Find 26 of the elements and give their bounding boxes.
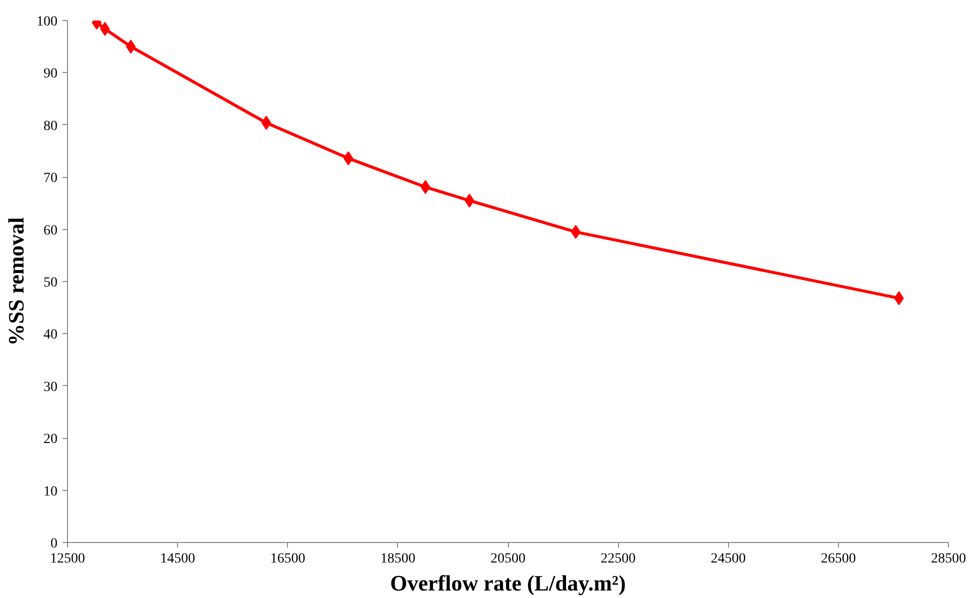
- x-tick-label: 16500: [270, 552, 306, 566]
- x-tick-label: 20500: [490, 552, 526, 566]
- x-axis-title: Overflow rate (L/day.m²): [390, 570, 626, 596]
- y-tick-label: 20: [44, 432, 58, 448]
- y-tick-label: 40: [44, 328, 58, 343]
- x-tick-label: 12500: [50, 552, 85, 566]
- x-tick-label: 24500: [710, 552, 746, 566]
- x-tick-label: 28500: [931, 552, 966, 566]
- y-tick-label: 90: [44, 66, 58, 82]
- point: [261, 116, 272, 130]
- y-axis-title: %SS removal: [4, 217, 28, 346]
- y-tick-label: 100: [36, 14, 58, 30]
- x-tick-label: 18500: [380, 552, 416, 566]
- y-tick-label: 10: [44, 484, 58, 500]
- y-tick-label: 80: [44, 118, 58, 134]
- y-tick-label: 70: [44, 171, 58, 186]
- point: [343, 151, 354, 166]
- y-tick-label: 0: [50, 536, 58, 552]
- y-tick-label: 30: [44, 380, 58, 395]
- point: [126, 40, 136, 54]
- y-tick-label: 50: [44, 276, 58, 290]
- point: [570, 224, 581, 239]
- x-tick-label: 22500: [600, 552, 636, 566]
- y-tick-label: 60: [44, 223, 58, 238]
- x-tick-label: 26500: [820, 552, 856, 566]
- x-tick-label: 14500: [160, 552, 196, 566]
